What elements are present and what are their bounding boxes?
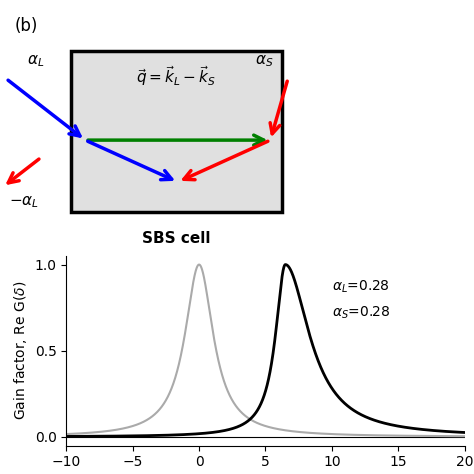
Y-axis label: Gain factor, Re G($\delta$): Gain factor, Re G($\delta$) — [12, 281, 29, 420]
Text: SBS cell: SBS cell — [142, 231, 210, 246]
Text: $-\alpha_L$: $-\alpha_L$ — [9, 194, 39, 210]
Text: $\alpha_L$: $\alpha_L$ — [27, 53, 44, 69]
Text: $\alpha_S$=0.28: $\alpha_S$=0.28 — [332, 305, 391, 321]
Text: (b): (b) — [15, 17, 38, 35]
Text: $\alpha_L$=0.28: $\alpha_L$=0.28 — [332, 279, 390, 295]
Bar — [71, 51, 282, 211]
Text: $\vec{q}=\vec{k}_{L}-\vec{k}_{S}$: $\vec{q}=\vec{k}_{L}-\vec{k}_{S}$ — [137, 64, 216, 88]
Text: $\alpha_S$: $\alpha_S$ — [255, 53, 273, 69]
